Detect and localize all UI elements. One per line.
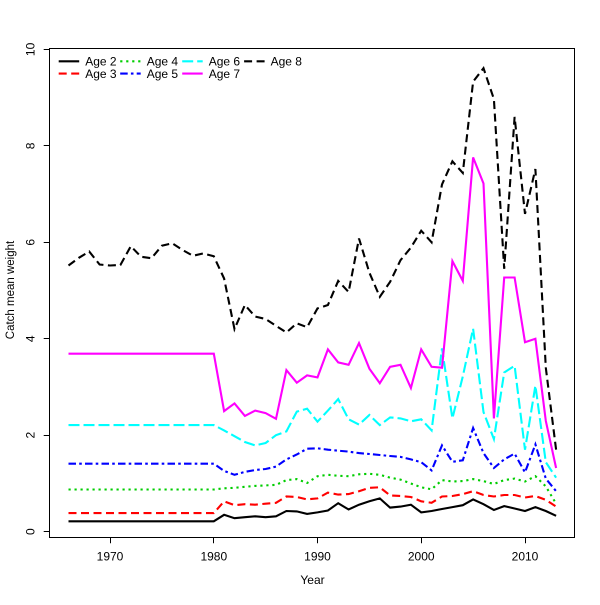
svg-text:0: 0 xyxy=(24,528,38,535)
svg-text:1990: 1990 xyxy=(304,550,331,564)
svg-text:10: 10 xyxy=(24,42,38,56)
svg-text:4: 4 xyxy=(24,335,38,342)
svg-text:Year: Year xyxy=(300,573,324,587)
svg-text:Age 3: Age 3 xyxy=(85,67,117,81)
svg-text:8: 8 xyxy=(24,142,38,149)
svg-text:Catch mean weight: Catch mean weight xyxy=(5,240,17,339)
svg-text:Age 4: Age 4 xyxy=(147,55,179,69)
svg-text:Age 7: Age 7 xyxy=(209,67,241,81)
svg-text:6: 6 xyxy=(24,239,38,246)
svg-text:Age 2: Age 2 xyxy=(85,55,117,69)
svg-text:Age 6: Age 6 xyxy=(209,55,241,69)
svg-text:2: 2 xyxy=(24,432,38,439)
svg-text:Age 5: Age 5 xyxy=(147,67,179,81)
svg-text:2010: 2010 xyxy=(512,550,539,564)
svg-text:Age 8: Age 8 xyxy=(271,55,303,69)
svg-text:1970: 1970 xyxy=(97,550,124,564)
svg-text:2000: 2000 xyxy=(408,550,435,564)
svg-text:1980: 1980 xyxy=(200,550,227,564)
